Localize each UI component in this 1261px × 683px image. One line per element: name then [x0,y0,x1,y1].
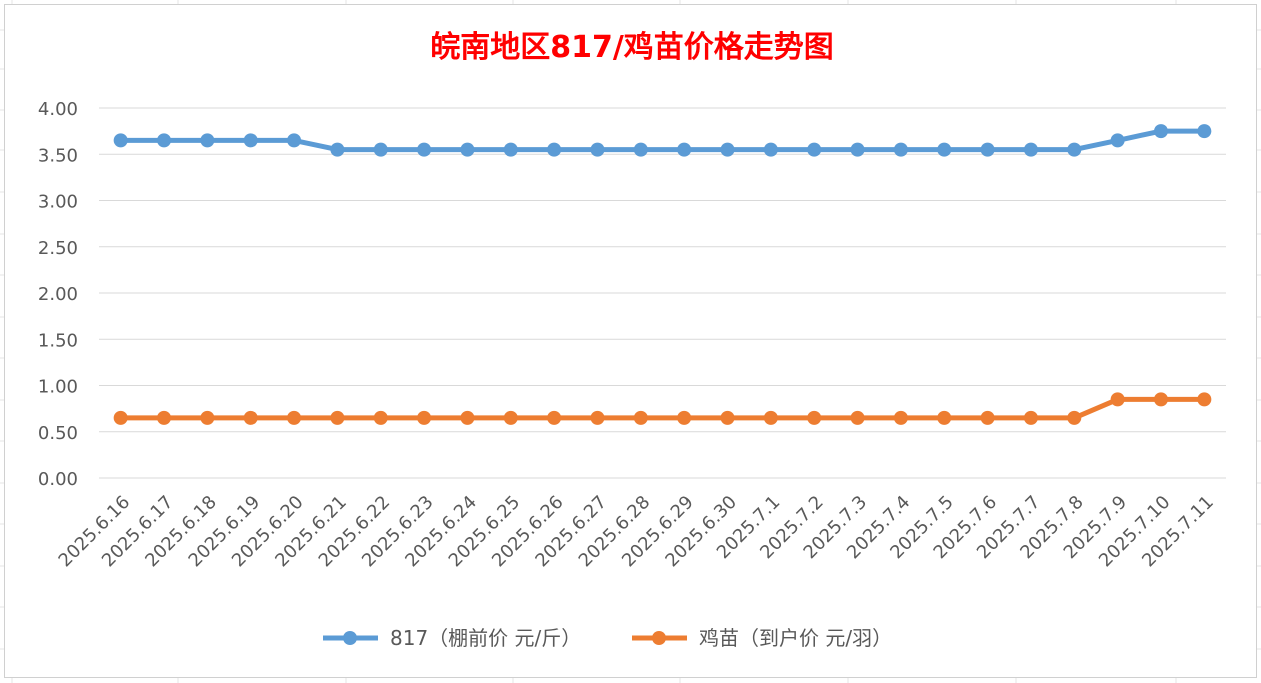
series-2-point[interactable] [937,410,952,425]
series-2-point[interactable] [590,410,605,425]
series-layer [113,124,1212,425]
series-1-point[interactable] [157,133,172,148]
series-1-point[interactable] [287,133,302,148]
series-2-point[interactable] [157,410,172,425]
series-1-point[interactable] [1153,124,1168,139]
series-2-point[interactable] [850,410,865,425]
y-tick-label: 1.00 [38,377,78,398]
series-2-point[interactable] [503,410,518,425]
series-2-point[interactable] [113,410,128,425]
series-2-point[interactable] [373,410,388,425]
series-2-point[interactable] [1197,392,1212,407]
chart-area[interactable]: 0.00 0.50 1.00 1.50 2.00 2.50 3.00 3.50 4.00 202… [4,4,1257,678]
series-1-point[interactable] [763,142,778,157]
series-1-point[interactable] [677,142,692,157]
series-2-point[interactable] [287,410,302,425]
series-1-point[interactable] [1023,142,1038,157]
series-1-point[interactable] [113,133,128,148]
y-tick-label: 2.50 [38,238,78,259]
series-1-point[interactable] [807,142,822,157]
series-line-1[interactable] [118,128,1207,153]
series-2-point[interactable] [677,410,692,425]
legend-marker-2 [652,631,666,645]
y-axis-tick-labels: 0.00 0.50 1.00 1.50 2.00 2.50 3.00 3.50 4.00 [38,99,78,490]
series-1-point[interactable] [373,142,388,157]
series-1-point[interactable] [893,142,908,157]
series-2-point[interactable] [1110,392,1125,407]
series-1-point[interactable] [1067,142,1082,157]
y-tick-label: 2.00 [38,284,78,305]
series-1-point[interactable] [200,133,215,148]
series-line-2[interactable] [118,396,1207,421]
series-2-point[interactable] [1023,410,1038,425]
chart-title: 皖南地区817/鸡苗价格走势图 [430,30,834,65]
series-1-point[interactable] [547,142,562,157]
series-1-point[interactable] [633,142,648,157]
series-2-point[interactable] [547,410,562,425]
legend-marker-1 [343,631,357,645]
series-1-point[interactable] [1110,133,1125,148]
series-1-point[interactable] [330,142,345,157]
series-2-point[interactable] [243,410,258,425]
series-2-point[interactable] [1153,392,1168,407]
series-1-point[interactable] [850,142,865,157]
series-1-point[interactable] [720,142,735,157]
y-tick-label: 0.00 [38,469,78,490]
series-2-point[interactable] [200,410,215,425]
y-tick-label: 0.50 [38,423,78,444]
series-2-point[interactable] [980,410,995,425]
series-1-point[interactable] [417,142,432,157]
series-2-point[interactable] [417,410,432,425]
gridlines [99,107,1226,479]
series-2-point[interactable] [893,410,908,425]
series-1-point[interactable] [460,142,475,157]
series-1-point[interactable] [1197,124,1212,139]
x-axis-tick-labels: 2025.6.162025.6.172025.6.182025.6.192025… [55,492,1218,572]
y-tick-label: 3.00 [38,192,78,213]
series-1-point[interactable] [503,142,518,157]
series-2-point[interactable] [460,410,475,425]
series-1-point[interactable] [980,142,995,157]
series-2-point[interactable] [1067,410,1082,425]
series-2-point[interactable] [807,410,822,425]
series-1-point[interactable] [590,142,605,157]
legend-label-2: 鸡苗（到户价 元/羽） [699,626,892,650]
series-1-point[interactable] [243,133,258,148]
y-tick-label: 3.50 [38,145,78,166]
series-2-point[interactable] [763,410,778,425]
legend: 817（棚前价 元/斤） 鸡苗（到户价 元/羽） [323,626,892,650]
line-chart: 0.00 0.50 1.00 1.50 2.00 2.50 3.00 3.50 4.00 202… [38,30,1226,650]
series-2-point[interactable] [633,410,648,425]
y-tick-label: 4.00 [38,99,78,120]
y-tick-label: 1.50 [38,330,78,351]
series-2-point[interactable] [720,410,735,425]
legend-label-1: 817（棚前价 元/斤） [390,626,581,650]
series-1-point[interactable] [937,142,952,157]
series-2-point[interactable] [330,410,345,425]
